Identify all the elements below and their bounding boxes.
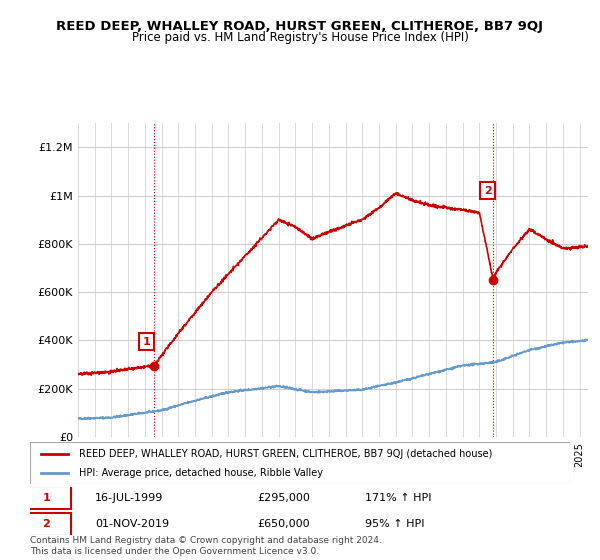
Text: 2: 2 [484,186,491,196]
Text: Contains HM Land Registry data © Crown copyright and database right 2024.
This d: Contains HM Land Registry data © Crown c… [30,536,382,556]
Text: 1: 1 [43,493,50,503]
Text: Price paid vs. HM Land Registry's House Price Index (HPI): Price paid vs. HM Land Registry's House … [131,31,469,44]
Text: REED DEEP, WHALLEY ROAD, HURST GREEN, CLITHEROE, BB7 9QJ (detached house): REED DEEP, WHALLEY ROAD, HURST GREEN, CL… [79,449,492,459]
Text: 2: 2 [43,519,50,529]
Text: HPI: Average price, detached house, Ribble Valley: HPI: Average price, detached house, Ribb… [79,468,323,478]
Text: 16-JUL-1999: 16-JUL-1999 [95,493,163,503]
Text: 171% ↑ HPI: 171% ↑ HPI [365,493,431,503]
Text: 1: 1 [143,337,151,347]
FancyBboxPatch shape [22,513,71,536]
FancyBboxPatch shape [22,486,71,509]
Text: REED DEEP, WHALLEY ROAD, HURST GREEN, CLITHEROE, BB7 9QJ: REED DEEP, WHALLEY ROAD, HURST GREEN, CL… [56,20,544,32]
FancyBboxPatch shape [30,442,570,484]
Text: 95% ↑ HPI: 95% ↑ HPI [365,519,424,529]
Text: £295,000: £295,000 [257,493,310,503]
Text: 01-NOV-2019: 01-NOV-2019 [95,519,169,529]
Text: £650,000: £650,000 [257,519,310,529]
